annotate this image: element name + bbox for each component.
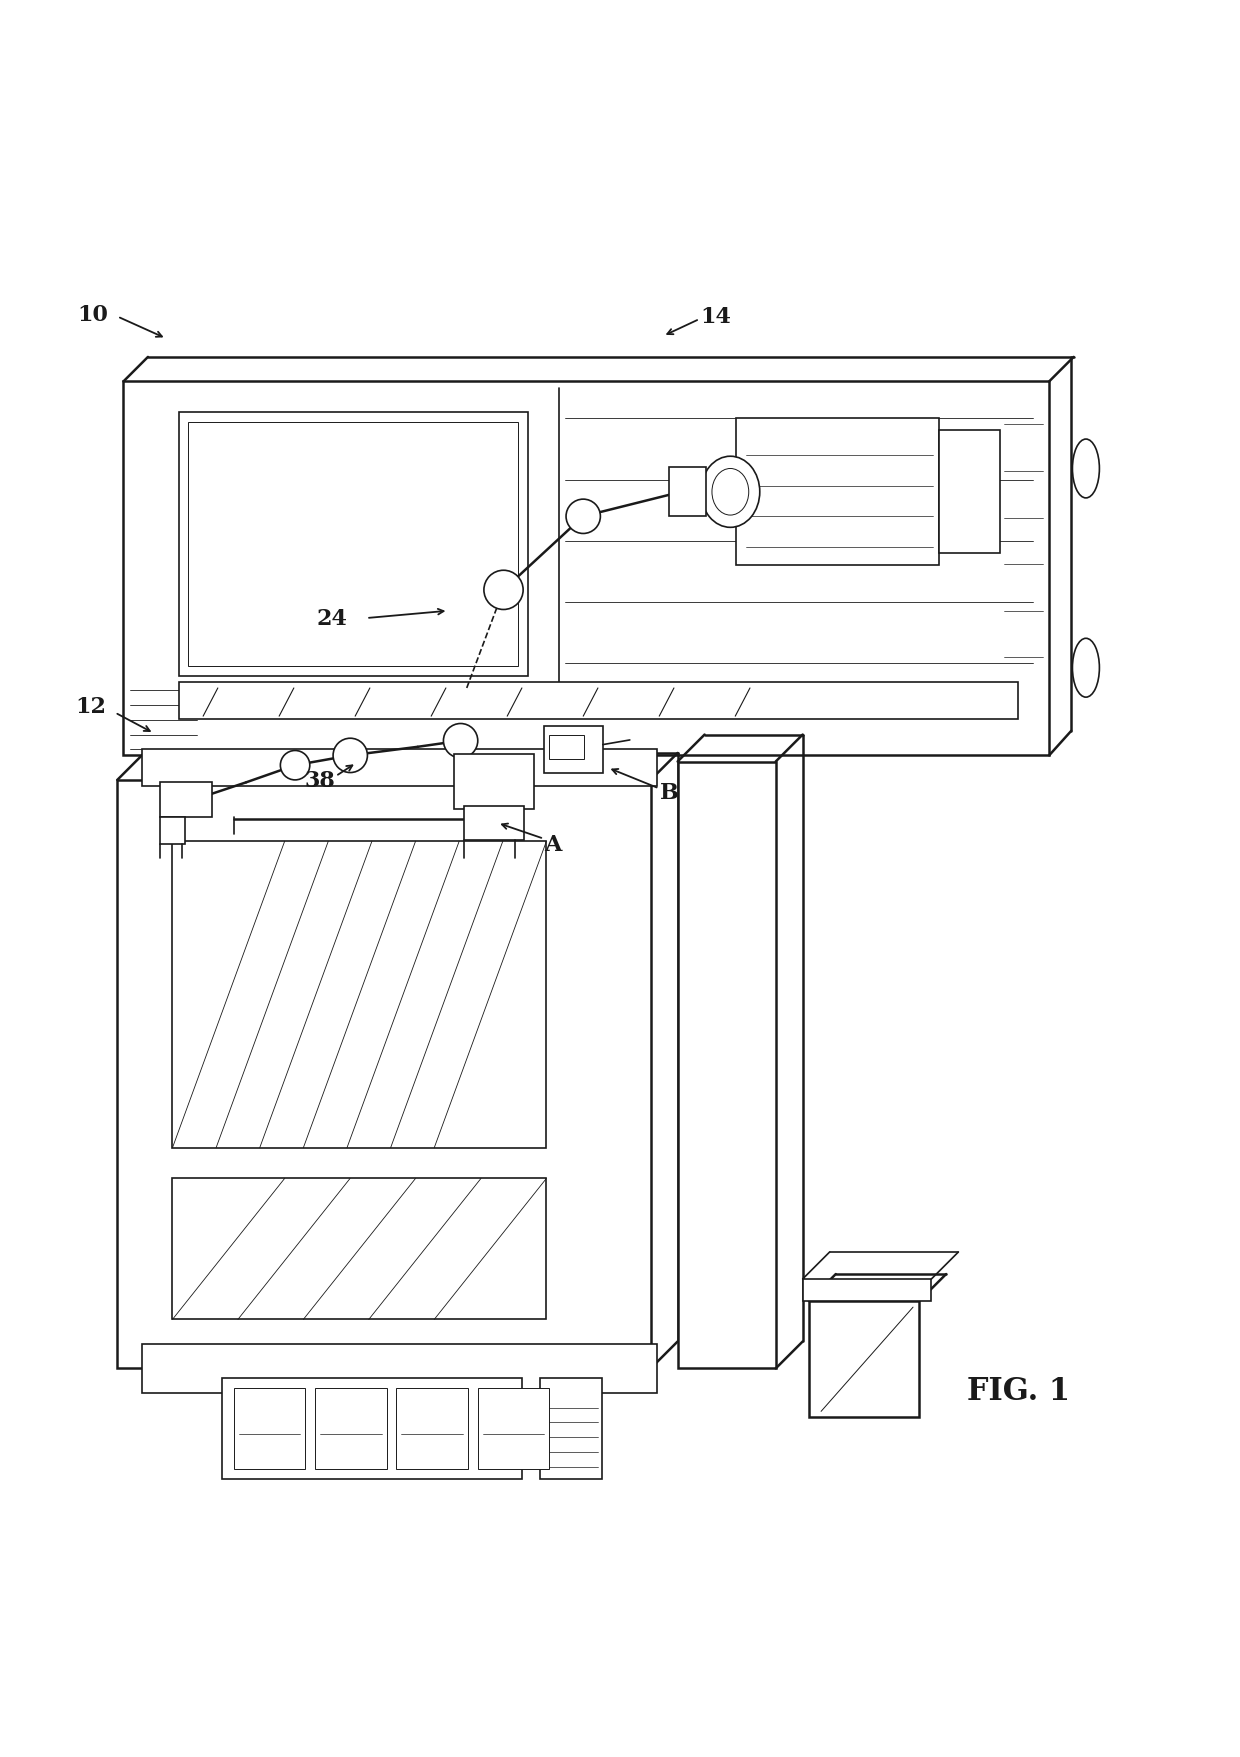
Bar: [118, 780, 651, 1369]
Bar: [477, 1388, 549, 1469]
Bar: [455, 756, 534, 810]
Bar: [179, 413, 528, 676]
Text: B: B: [660, 782, 678, 803]
Bar: [677, 763, 776, 1369]
Circle shape: [444, 724, 477, 759]
Ellipse shape: [1073, 439, 1100, 499]
Text: A: A: [544, 833, 562, 856]
Bar: [160, 784, 212, 817]
Bar: [222, 1379, 522, 1479]
Bar: [172, 1179, 547, 1320]
Bar: [234, 1388, 305, 1469]
Bar: [160, 817, 185, 843]
Bar: [141, 750, 657, 787]
Circle shape: [565, 499, 600, 534]
Bar: [172, 842, 547, 1147]
Text: 24: 24: [316, 608, 347, 629]
Text: 38: 38: [304, 770, 335, 791]
Bar: [544, 727, 603, 773]
Ellipse shape: [1073, 640, 1100, 698]
Text: 12: 12: [74, 696, 105, 719]
Bar: [549, 736, 584, 759]
Bar: [670, 467, 706, 517]
Text: 10: 10: [77, 304, 108, 325]
Bar: [315, 1388, 387, 1469]
Bar: [188, 423, 518, 666]
Bar: [939, 430, 1001, 553]
Bar: [397, 1388, 467, 1469]
Text: 14: 14: [701, 306, 732, 329]
Bar: [464, 806, 525, 840]
Text: FIG. 1: FIG. 1: [967, 1376, 1070, 1406]
Circle shape: [280, 750, 310, 780]
Circle shape: [334, 738, 367, 773]
Bar: [802, 1279, 931, 1302]
Bar: [179, 682, 1018, 719]
Bar: [124, 383, 1049, 756]
Bar: [141, 1344, 657, 1393]
Ellipse shape: [701, 457, 760, 529]
Ellipse shape: [712, 469, 749, 517]
Bar: [541, 1379, 601, 1479]
Bar: [808, 1302, 919, 1418]
Circle shape: [484, 571, 523, 610]
Bar: [737, 418, 939, 566]
